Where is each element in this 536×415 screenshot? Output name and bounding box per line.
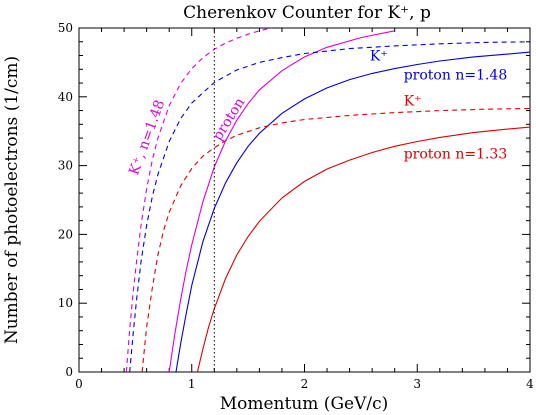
series-line bbox=[196, 126, 530, 372]
y-tick-label: 20 bbox=[58, 227, 73, 241]
x-tick-label: 0 bbox=[75, 377, 83, 391]
annotation-label: proton n=1.48 bbox=[404, 68, 508, 84]
y-tick-label: 10 bbox=[58, 296, 73, 310]
y-tick-label: 0 bbox=[65, 365, 73, 379]
series-line bbox=[168, 30, 395, 372]
y-tick-label: 50 bbox=[58, 21, 73, 35]
series-line bbox=[125, 28, 273, 372]
chart-title: Cherenkov Counter for K⁺, p bbox=[183, 3, 431, 23]
annotation-label: proton bbox=[210, 95, 249, 143]
annotation-label: proton n=1.33 bbox=[404, 147, 508, 163]
y-axis: 0 10 20 30 40 50 bbox=[58, 21, 530, 379]
annotation-label: K⁺ bbox=[404, 94, 422, 110]
y-axis-label: Number of photoelectrons (1/cm) bbox=[2, 56, 22, 344]
x-tick-label: 1 bbox=[188, 377, 196, 391]
x-tick-label: 4 bbox=[526, 377, 534, 391]
series-line bbox=[175, 51, 530, 372]
annotation-label: K⁺ bbox=[370, 48, 388, 64]
annotation-group: K⁺ proton n=1.48 K⁺ proton n=1.33 K⁺, n=1.48… bbox=[126, 48, 507, 177]
x-axis: 0 1 2 3 4 bbox=[75, 28, 534, 391]
y-tick-label: 40 bbox=[58, 90, 73, 104]
x-tick-label: 3 bbox=[413, 377, 421, 391]
series-line bbox=[129, 41, 530, 372]
annotation-label: K⁺, n=1.48 bbox=[126, 98, 168, 177]
x-tick-label: 2 bbox=[301, 377, 309, 391]
y-tick-label: 30 bbox=[58, 159, 73, 173]
x-axis-label: Momentum (GeV/c) bbox=[220, 394, 389, 414]
